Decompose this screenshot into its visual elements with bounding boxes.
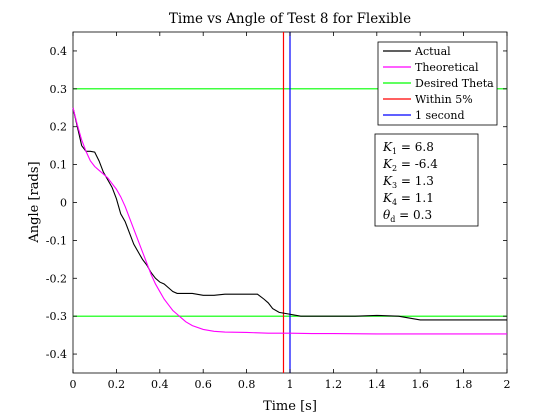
annotation-lines: K1 = 6.8K2 = -6.4K3 = 1.3K4 = 1.1θd = 0.… [382, 140, 438, 224]
x-axis-label: Time [s] [263, 399, 317, 414]
gain-annotation-line: θd = 0.3 [383, 208, 432, 224]
x-tick-label: 0.8 [238, 378, 256, 391]
y-tick-label: -0.4 [46, 348, 67, 361]
actual-series-line [72, 107, 507, 321]
series-layer [72, 32, 507, 373]
y-tick-label: -0.1 [46, 234, 67, 247]
annotation-box [374, 133, 479, 227]
gain-annotation-line: K2 = -6.4 [382, 157, 438, 173]
x-tick-label: 1.8 [455, 378, 473, 391]
legend-entry-label: Theoretical [415, 61, 479, 74]
x-tick-label: 0.6 [194, 378, 212, 391]
theoretical-series-line [72, 107, 507, 335]
y-tick-label: -0.3 [46, 310, 67, 323]
legend: Actual Theoretical Desired Theta Within 5% 1… [377, 41, 498, 126]
y-tick-label: 0.2 [50, 121, 68, 134]
y-tick-label: 0.3 [50, 83, 68, 96]
gain-annotation-line: K3 = 1.3 [382, 174, 434, 190]
tick-layer: 0 0.2 0.4 0.6 0.8 1 1.2 1.4 1.6 1.8 2 0.4 0.3 0.2 0.1 0… [46, 32, 511, 391]
y-tick-label: -0.2 [46, 272, 67, 285]
x-tick-label: 1.4 [368, 378, 386, 391]
y-tick-label: 0.1 [50, 159, 68, 172]
legend-entry-label: Within 5% [415, 93, 473, 106]
y-tick-label: 0.4 [50, 45, 68, 58]
x-tick-label: 1 [287, 378, 294, 391]
x-tick-label: 1.2 [325, 378, 343, 391]
x-tick-label: 0 [70, 378, 77, 391]
gain-annotation: K1 = 6.8K2 = -6.4K3 = 1.3K4 = 1.1θd = 0.… [374, 133, 479, 227]
y-axis-label: Angle [rads] [27, 161, 42, 243]
legend-entries: Actual Theoretical Desired Theta Within 5% 1… [383, 45, 494, 122]
chart-title: Time vs Angle of Test 8 for Flexible [169, 11, 411, 27]
legend-entry-label: Actual [414, 45, 451, 58]
gain-annotation-line: K1 = 6.8 [382, 140, 434, 156]
y-tick-label: 0 [60, 197, 67, 210]
x-tick-label: 2 [504, 378, 511, 391]
legend-entry-label: 1 second [415, 109, 465, 122]
x-tick-label: 0.4 [151, 378, 169, 391]
gain-annotation-line: K4 = 1.1 [382, 191, 434, 207]
legend-entry-label: Desired Theta [415, 77, 494, 90]
x-tick-label: 0.2 [108, 378, 126, 391]
x-tick-label: 1.6 [411, 378, 429, 391]
